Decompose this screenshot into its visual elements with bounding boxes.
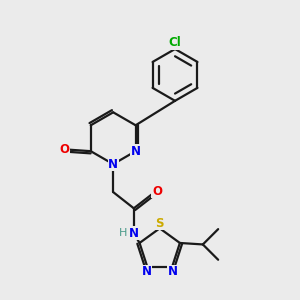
Text: O: O [59, 143, 69, 156]
Text: Cl: Cl [169, 36, 182, 49]
Text: N: N [130, 145, 141, 158]
Text: N: N [129, 227, 139, 240]
Text: H: H [118, 228, 127, 238]
Text: N: N [142, 266, 152, 278]
Text: S: S [155, 217, 164, 230]
Text: N: N [168, 266, 178, 278]
Text: O: O [152, 185, 162, 198]
Text: N: N [108, 158, 118, 171]
